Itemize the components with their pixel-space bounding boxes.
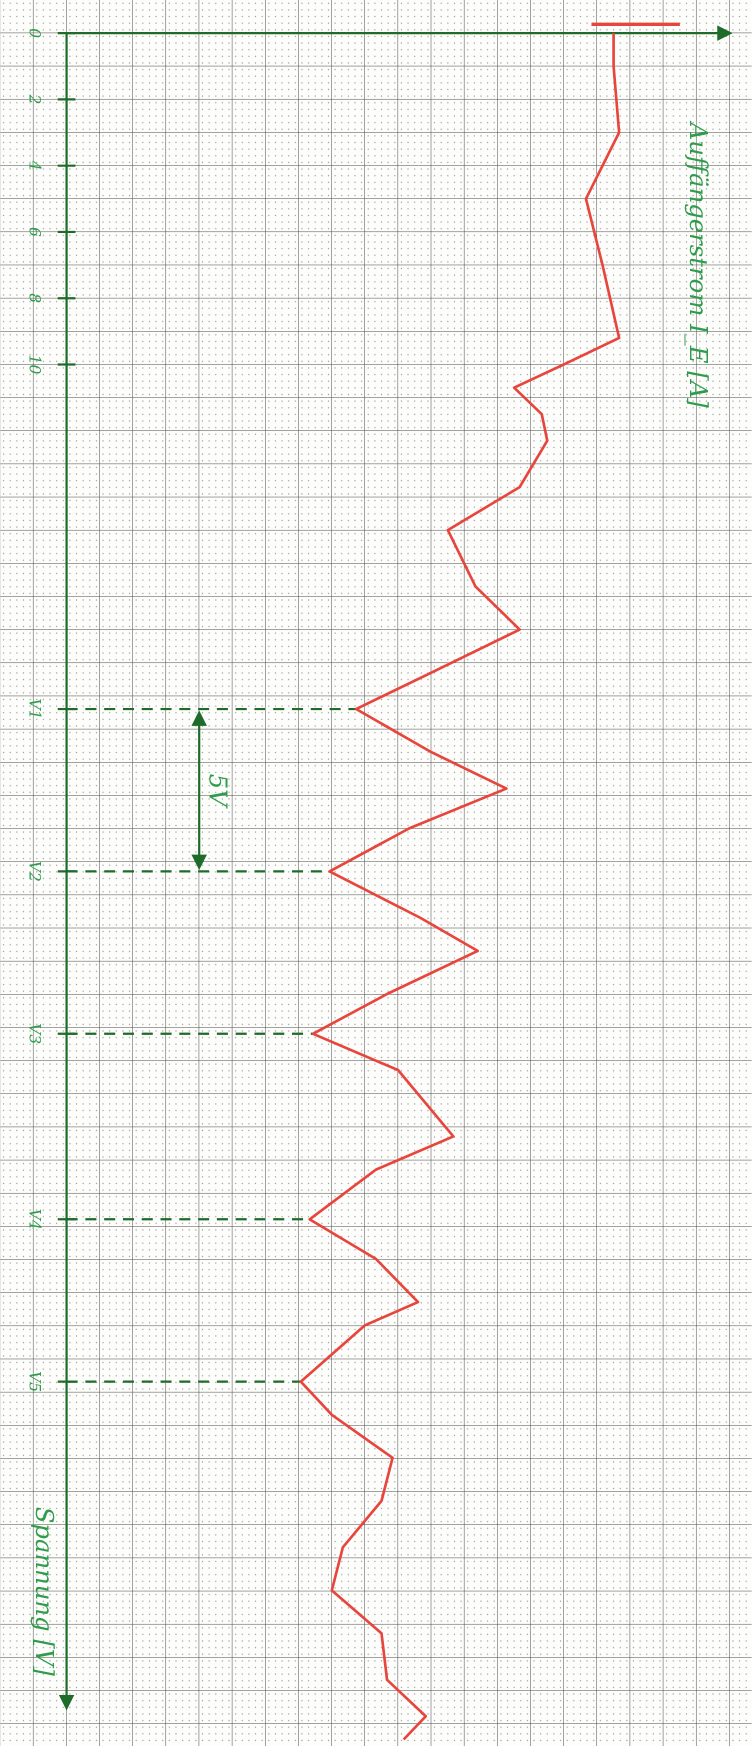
x-tick-label: V4 (25, 1209, 43, 1230)
x-tick-label: 8 (25, 293, 43, 303)
x-tick-label: 2 (25, 93, 43, 104)
x-tick-label: 0 (25, 28, 43, 38)
x-tick-label: V1 (25, 699, 43, 720)
annotation: 5V (203, 774, 232, 809)
paper-grid (0, 0, 751, 1746)
x-tick-label: V5 (25, 1371, 43, 1392)
x-tick-label: 10 (25, 355, 43, 375)
x-tick-label: V2 (25, 861, 43, 882)
x-tick-label: 6 (25, 227, 43, 237)
y-axis-label: Auffängerstrom I_E [A] (684, 121, 713, 409)
x-tick-label: V3 (25, 1023, 43, 1044)
x-axis-label: Spannung [V] (30, 1507, 59, 1677)
page: {"chart_data": { "type": "line", "x_labe… (0, 0, 752, 1746)
x-tick-label: 4 (25, 160, 43, 171)
chart: Auffängerstrom I_E [A] Spannung [V] 0 2 4 6… (0, 0, 752, 1746)
